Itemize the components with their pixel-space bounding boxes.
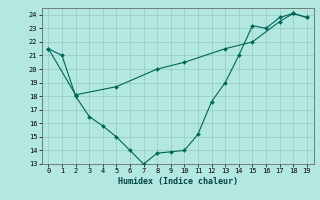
X-axis label: Humidex (Indice chaleur): Humidex (Indice chaleur) [118, 177, 237, 186]
